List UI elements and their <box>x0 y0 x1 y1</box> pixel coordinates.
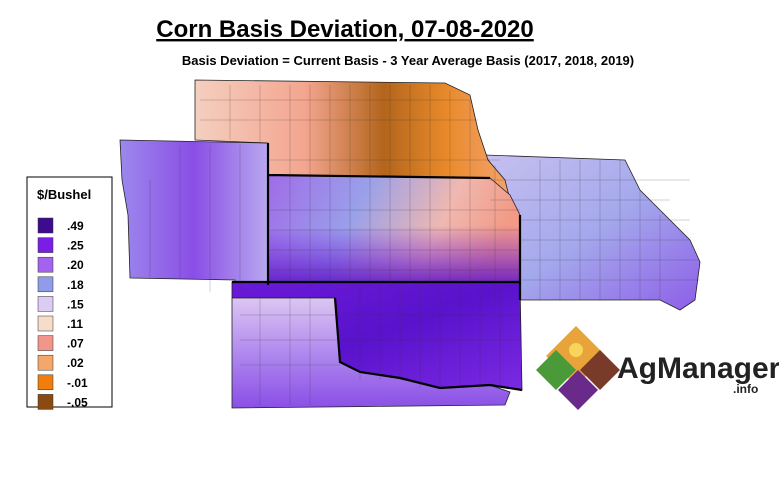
legend-items: .49 .25 .20 .18 .15 .11 .07 .02 -.01 -.05 <box>37 217 88 410</box>
map-subtitle: Basis Deviation = Current Basis - 3 Year… <box>182 53 634 68</box>
legend-label: .49 <box>67 219 84 233</box>
county-lines <box>149 85 700 405</box>
legend-swatch <box>37 256 54 273</box>
legend-swatch <box>37 335 54 351</box>
logo-name: AgManager <box>617 352 779 385</box>
legend-swatch <box>37 354 54 371</box>
legend-swatch <box>37 394 54 410</box>
logo-sun <box>569 343 583 357</box>
logo-tile-right <box>580 350 620 390</box>
legend-label: -.01 <box>67 376 88 390</box>
logo: AgManager .info <box>536 326 779 410</box>
logo-tile-left <box>536 350 576 390</box>
legend-swatch <box>37 374 54 391</box>
legend-swatch <box>37 296 54 312</box>
colorado-region <box>119 139 269 293</box>
logo-suffix: .info <box>733 382 758 396</box>
legend-label: .15 <box>67 297 84 311</box>
legend-swatch <box>37 276 54 293</box>
legend-title: $/Bushel <box>37 187 91 202</box>
legend-label: .07 <box>67 337 84 351</box>
region-map <box>119 79 701 409</box>
legend-swatch <box>37 237 54 253</box>
kansas-south <box>268 225 520 285</box>
legend-swatch <box>37 217 54 234</box>
map-title: Corn Basis Deviation, 07-08-2020 <box>156 16 534 43</box>
logo-tile-bottom <box>558 370 598 410</box>
legend-label: .25 <box>67 239 84 253</box>
legend-label: -.05 <box>67 395 88 409</box>
county-grid <box>149 85 700 405</box>
legend-label: .18 <box>67 278 84 292</box>
state-borders <box>232 143 523 392</box>
legend-label: .20 <box>67 258 84 272</box>
legend-label: .02 <box>67 356 84 370</box>
legend-swatch <box>37 315 54 332</box>
legend-label: .11 <box>67 317 83 331</box>
